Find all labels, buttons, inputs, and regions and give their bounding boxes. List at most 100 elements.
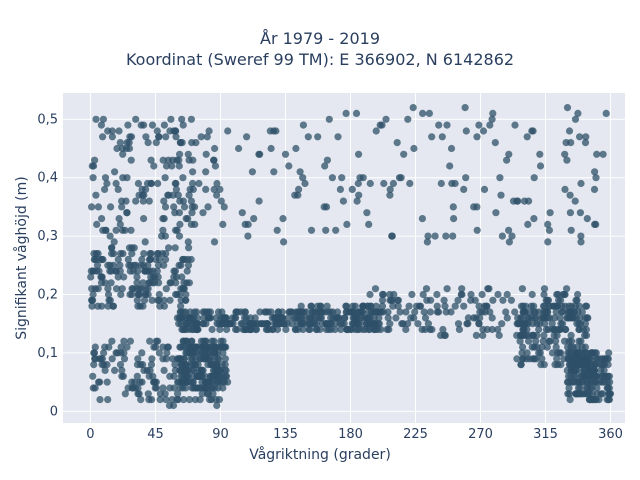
data-point — [331, 325, 339, 334]
data-point — [518, 331, 526, 339]
data-point — [339, 197, 347, 205]
data-point — [171, 209, 179, 217]
data-point — [220, 203, 228, 211]
data-point — [488, 115, 496, 123]
data-point — [97, 355, 105, 363]
data-point — [115, 215, 123, 223]
data-point — [133, 273, 141, 281]
data-point — [300, 320, 308, 328]
data-point — [255, 197, 263, 205]
data-point — [159, 384, 167, 392]
data-point — [133, 361, 142, 369]
data-point — [365, 220, 373, 228]
data-point — [461, 104, 469, 112]
data-point — [202, 337, 210, 345]
data-point — [567, 331, 575, 339]
x-tick-label: 90 — [212, 427, 229, 442]
data-point — [372, 127, 380, 135]
data-point — [574, 361, 582, 369]
data-point — [353, 197, 361, 205]
data-point — [179, 308, 187, 316]
data-point — [221, 361, 229, 369]
data-point — [195, 179, 203, 188]
data-point — [574, 109, 582, 117]
data-point — [163, 349, 171, 357]
data-point — [304, 133, 312, 141]
data-point — [508, 232, 516, 240]
data-point — [586, 372, 594, 380]
data-point — [159, 226, 167, 234]
data-point — [540, 361, 548, 369]
data-point — [589, 349, 597, 357]
data-point — [140, 366, 148, 374]
data-point — [204, 203, 212, 211]
data-point — [467, 290, 475, 299]
data-point — [489, 296, 497, 304]
data-point — [243, 133, 251, 141]
data-point — [156, 396, 164, 404]
data-point — [322, 226, 330, 234]
data-point — [116, 139, 124, 147]
data-point — [180, 396, 188, 404]
data-point — [503, 314, 511, 322]
data-point — [551, 325, 559, 334]
data-point — [307, 226, 316, 234]
data-point — [244, 220, 252, 228]
data-point — [108, 127, 116, 135]
data-point — [185, 279, 193, 287]
data-point — [246, 314, 254, 322]
data-point — [591, 168, 599, 176]
data-point — [220, 378, 228, 386]
data-point — [532, 314, 540, 322]
data-point — [513, 355, 521, 363]
data-point — [144, 139, 152, 147]
data-point — [355, 191, 363, 199]
data-point — [522, 302, 530, 310]
data-point — [159, 156, 167, 164]
data-point — [524, 220, 532, 228]
data-point — [455, 325, 463, 334]
data-point — [447, 144, 456, 153]
data-point — [175, 162, 183, 170]
data-point — [169, 401, 178, 410]
data-point — [232, 308, 240, 316]
data-point — [348, 185, 356, 193]
data-point — [542, 325, 551, 334]
data-point — [202, 185, 210, 193]
data-point — [552, 343, 560, 351]
data-point — [244, 232, 252, 240]
data-point — [185, 314, 193, 322]
data-point — [495, 331, 503, 339]
data-point — [211, 366, 219, 374]
y-tick-label: 0 — [50, 404, 58, 419]
data-point — [602, 109, 610, 117]
data-point — [116, 220, 124, 228]
data-point — [159, 355, 167, 363]
y-tick-label: 0,2 — [37, 288, 58, 303]
y-tick-label: 0,1 — [37, 346, 58, 361]
data-point — [570, 308, 579, 316]
data-point — [479, 325, 487, 334]
data-point — [160, 366, 168, 374]
data-point — [402, 325, 410, 334]
data-point — [126, 337, 134, 345]
data-point — [152, 343, 160, 351]
data-point — [144, 285, 152, 293]
data-point — [438, 133, 446, 141]
data-point — [191, 220, 199, 228]
data-point — [137, 121, 145, 129]
data-point — [145, 396, 153, 404]
data-point — [95, 378, 103, 386]
data-point — [343, 308, 351, 316]
data-point — [570, 372, 578, 380]
data-point — [112, 179, 120, 188]
data-point — [321, 308, 329, 316]
data-point — [128, 378, 136, 386]
data-point — [217, 314, 225, 322]
data-point — [350, 314, 358, 322]
data-point — [160, 121, 168, 129]
data-point — [498, 320, 506, 328]
data-point — [139, 279, 147, 287]
data-point — [117, 343, 125, 351]
